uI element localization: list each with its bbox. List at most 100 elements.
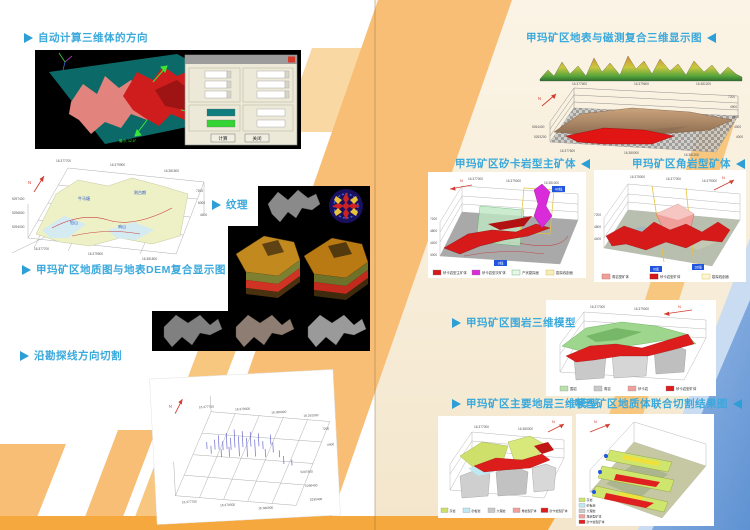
axis-ticks: 16.377000 16.380000 xyxy=(474,425,533,431)
water-patch xyxy=(108,222,154,240)
texture-panel-fragment-and-ball xyxy=(258,186,370,226)
svg-text:勘探线剖面: 勘探线剖面 xyxy=(712,274,730,279)
arrow-right-icon xyxy=(22,264,31,275)
svg-text:角岩型矿体: 角岩型矿体 xyxy=(587,514,602,519)
svg-text:16.377700: 16.377700 xyxy=(182,500,197,505)
gray-fragment xyxy=(307,314,367,348)
red-ore-body xyxy=(473,453,551,473)
svg-text:16.380000: 16.380000 xyxy=(518,427,533,431)
svg-text:N: N xyxy=(678,304,681,309)
svg-text:16.377000: 16.377000 xyxy=(590,305,605,309)
north-arrow: N xyxy=(538,93,557,107)
caption-joint-cut: 甲玛矿区地质体联合切割结果图 xyxy=(574,396,742,411)
svg-text:16.379000: 16.379000 xyxy=(702,179,717,183)
fault-line xyxy=(51,207,173,229)
svg-text:16.379900: 16.379900 xyxy=(110,163,125,167)
svg-text:7200: 7200 xyxy=(196,189,203,193)
svg-text:N: N xyxy=(538,96,541,101)
terrain-strip xyxy=(539,55,743,82)
ok-button-label: 计算 xyxy=(219,135,228,142)
svg-text:5295400: 5295400 xyxy=(310,497,323,502)
svg-text:响山: 响山 xyxy=(118,223,126,229)
gray-fragment xyxy=(267,189,321,223)
legend: 灰岩 砂板岩 大理岩 角岩型矿体 矽卡岩型矿体 xyxy=(440,508,568,513)
svg-text:16.377700: 16.377700 xyxy=(34,247,49,251)
svg-text:7200: 7200 xyxy=(322,427,330,431)
caption-surrounding-rock: 甲玛矿区围岩三维模型 xyxy=(452,315,576,330)
svg-text:16.381000: 16.381000 xyxy=(544,181,559,185)
north-arrow: N xyxy=(547,419,565,433)
color-swatch-teal[interactable] xyxy=(206,108,236,117)
svg-text:16.381500: 16.381500 xyxy=(164,169,179,173)
svg-text:16.379600: 16.379600 xyxy=(634,82,649,86)
red-ore-body xyxy=(565,127,675,145)
svg-text:5296600: 5296600 xyxy=(12,211,25,215)
svg-text:4400: 4400 xyxy=(327,442,335,446)
arrow-left-icon xyxy=(707,32,716,43)
svg-text:40线: 40线 xyxy=(555,187,563,192)
drill-collar-dot xyxy=(604,454,608,458)
arrow-right-icon xyxy=(452,398,461,409)
texture-panel-blocks xyxy=(228,226,370,311)
skarn-ore-magenta xyxy=(533,183,553,229)
figure-hornfels-body: N 0线 16线 16.375000 16.377000 16.379000 7… xyxy=(594,170,746,282)
caption-main-strata: 甲玛矿区主要地层三维模型 xyxy=(452,396,598,411)
svg-text:5264400: 5264400 xyxy=(532,125,545,129)
svg-text:7200: 7200 xyxy=(728,95,735,99)
close-button[interactable] xyxy=(288,56,295,63)
texture-panel-fragments xyxy=(152,311,370,351)
caption-text: 甲玛矿区角岩型矿体 xyxy=(632,158,731,170)
axis-ticks: 16.377000 16.379000 16.381000 7200 4800 … xyxy=(430,177,559,257)
svg-text:砂板岩: 砂板岩 xyxy=(587,503,596,508)
svg-text:16.379900: 16.379900 xyxy=(88,252,103,256)
svg-text:矽卡岩型主矿体: 矽卡岩型主矿体 xyxy=(443,270,467,275)
svg-text:16.379300: 16.379300 xyxy=(235,407,250,412)
borehole-lines xyxy=(206,429,293,466)
svg-text:N: N xyxy=(460,178,463,183)
figure-skarn-body: 40线 0线 N 16.377000 16.379000 16.381000 7… xyxy=(428,172,586,278)
color-swatch-green[interactable] xyxy=(206,119,236,128)
svg-text:矽卡岩型矿体: 矽卡岩型矿体 xyxy=(660,274,681,279)
water-patch xyxy=(42,216,86,238)
svg-text:16.379000: 16.379000 xyxy=(634,307,649,311)
caption-text: 甲玛矿区地质图与地表DEM复合显示图 xyxy=(36,264,226,276)
north-arrow: N xyxy=(713,175,735,191)
svg-text:16.379300: 16.379300 xyxy=(220,503,235,508)
arrow-right-icon xyxy=(452,317,461,328)
caption-texture: 纹理 xyxy=(212,197,248,212)
svg-text:围岩: 围岩 xyxy=(570,386,577,391)
caption-text: 沿勘探线方向切割 xyxy=(34,350,122,362)
skarn-ore-red xyxy=(443,223,551,255)
texture-ball xyxy=(329,189,363,223)
figure-borehole-plot: N 16.377700 16.379300 16.380900 16.38150… xyxy=(149,369,341,525)
figure-main-strata: N 16.377000 16.380000 灰岩 砂板岩 大理岩 角岩型矿体 矽… xyxy=(438,416,572,518)
caption-text: 纹理 xyxy=(226,199,248,211)
svg-text:灰岩: 灰岩 xyxy=(450,508,456,513)
legend: 围岩 角岩 矽卡岩 矽卡岩型矿体 xyxy=(559,385,697,392)
svg-text:4400: 4400 xyxy=(430,241,437,245)
dialog-input-fields[interactable] xyxy=(204,70,290,99)
caption-surface-magnetic: 甲玛矿区地表与磁测复合三维显示图 xyxy=(526,30,716,45)
caption-auto-direction: 自动计算三维体的方向 xyxy=(24,30,148,45)
section-chip: 40线 0线 xyxy=(494,186,565,266)
legend: 灰岩 砂板岩 大理岩 角岩型矿体 矽卡岩型矿体 xyxy=(578,497,605,524)
svg-text:矽卡岩型次矿体: 矽卡岩型次矿体 xyxy=(482,270,506,275)
svg-text:0线: 0线 xyxy=(653,267,659,272)
dialog-titlebar xyxy=(185,55,297,64)
caption-text: 甲玛矿区矽卡岩型主矿体 xyxy=(455,158,576,170)
svg-text:16.377000: 16.377000 xyxy=(468,177,483,181)
svg-text:16.377600: 16.377600 xyxy=(572,82,587,86)
dialog-buttons[interactable]: 计算 关闭 xyxy=(210,133,270,143)
svg-text:N: N xyxy=(722,175,725,180)
caption-text: 甲玛矿区围岩三维模型 xyxy=(466,317,576,329)
svg-text:7200: 7200 xyxy=(594,213,601,217)
svg-text:4800: 4800 xyxy=(430,229,437,233)
svg-text:4400: 4400 xyxy=(200,213,207,217)
svg-text:7200: 7200 xyxy=(430,217,437,221)
svg-text:6000: 6000 xyxy=(198,201,205,205)
axis-ticks: 16.377700 16.379300 16.380900 16.381500 … xyxy=(182,405,335,511)
section-slices xyxy=(591,449,675,513)
svg-text:16.377000: 16.377000 xyxy=(474,425,489,429)
drill-collar-dot xyxy=(598,470,602,474)
